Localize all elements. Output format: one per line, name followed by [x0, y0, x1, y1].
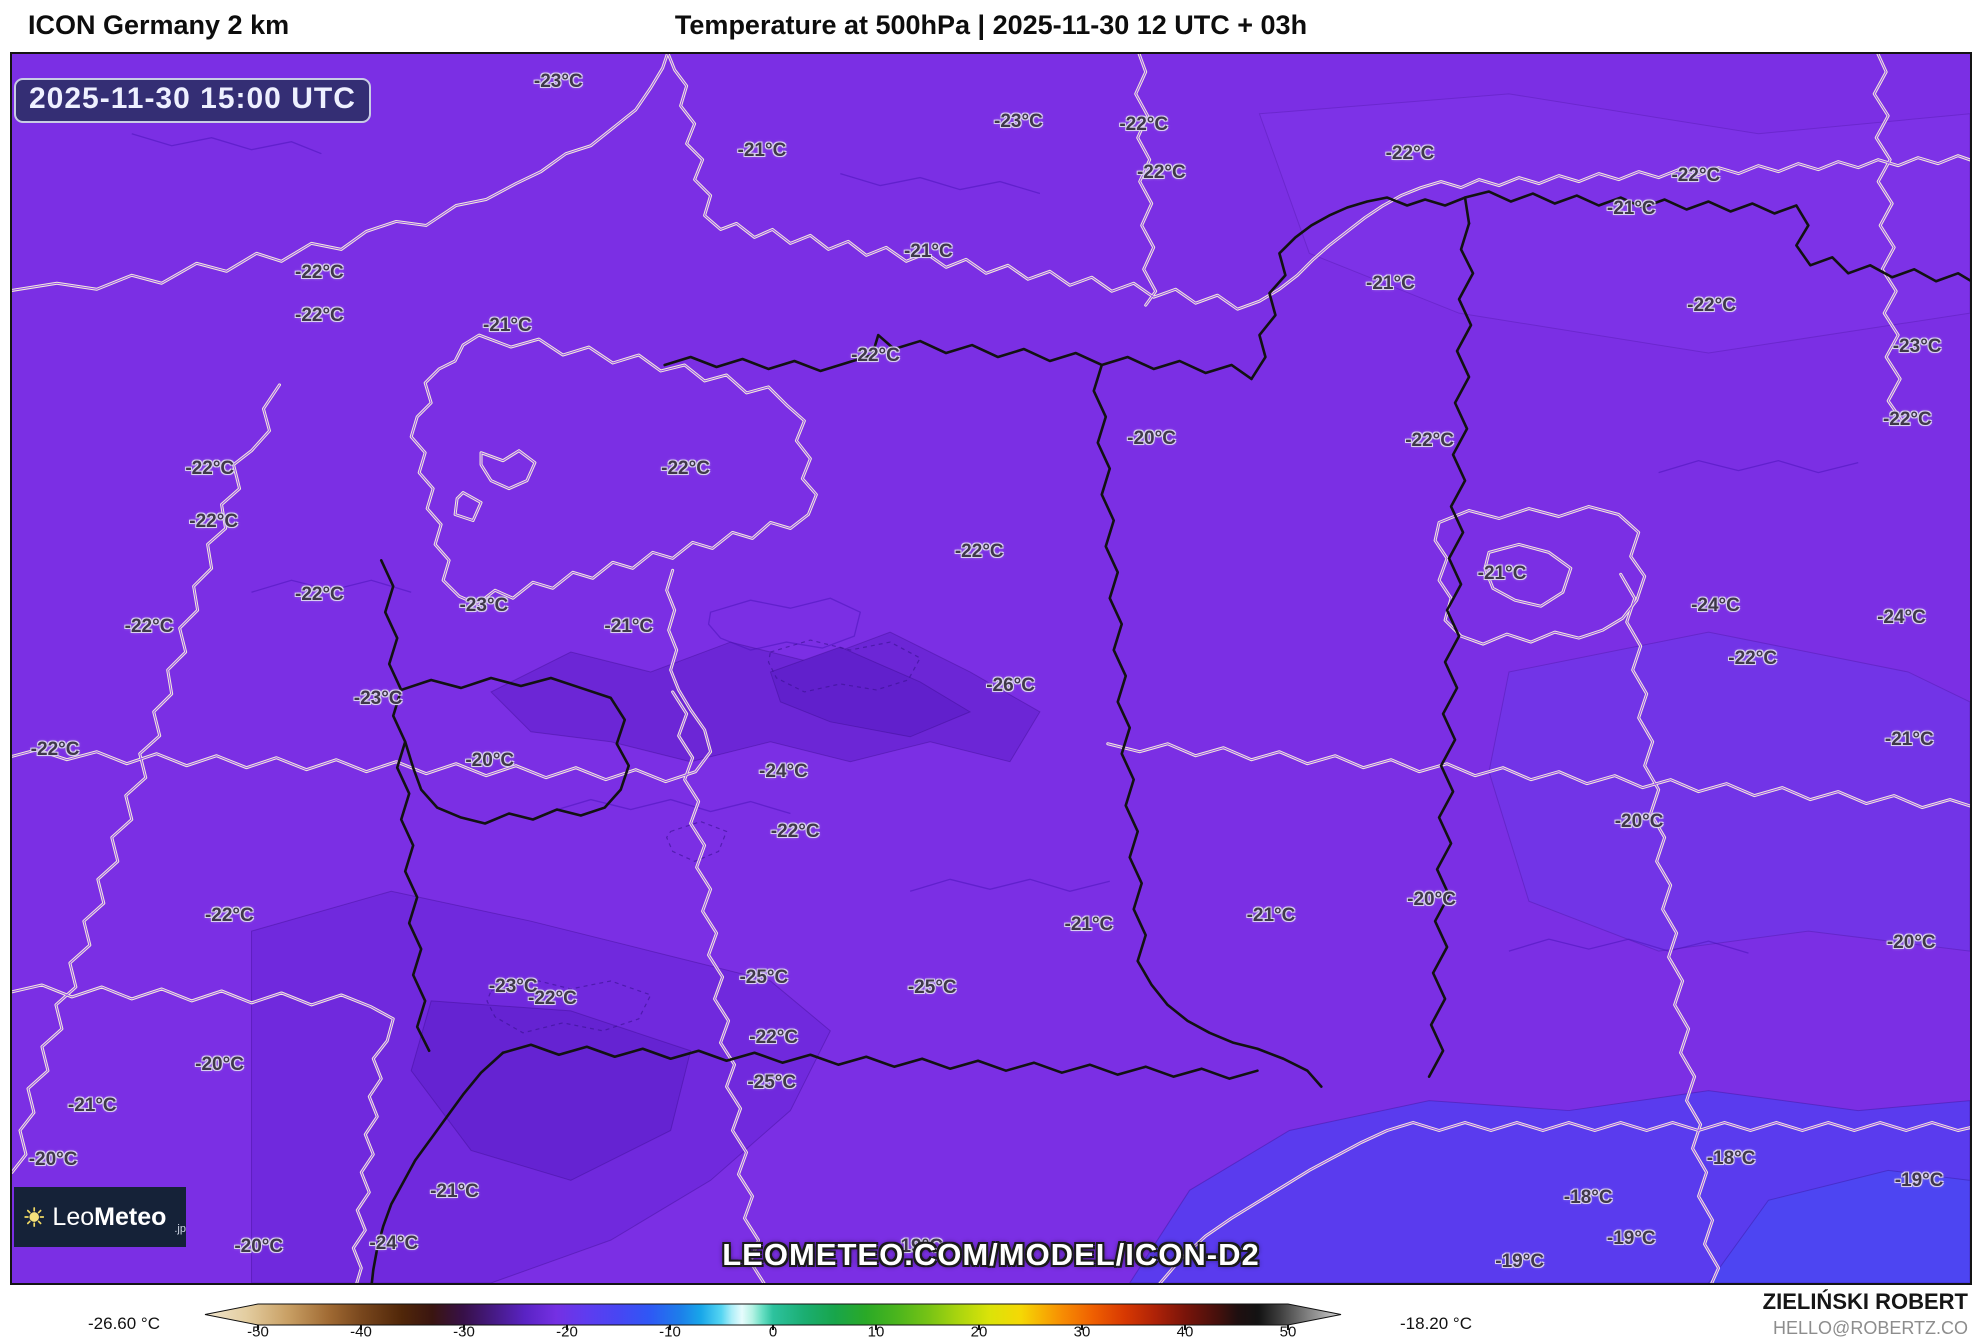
svg-text:-30: -30	[453, 1324, 475, 1339]
svg-text:20: 20	[971, 1324, 988, 1339]
temp-label: -24°C	[369, 1232, 419, 1254]
temp-label: -25°C	[747, 1071, 797, 1093]
temp-label: -21°C	[1064, 914, 1114, 936]
temp-label: -21°C	[482, 314, 532, 336]
site-watermark: LEOMETEO.COM/MODEL/ICON-D2	[722, 1237, 1260, 1272]
temp-label: -20°C	[465, 749, 515, 771]
temp-label: -22°C	[770, 820, 820, 842]
weather-map: -23°C -21°C -23°C -22°C -22°C -22°C -22°C -21°C…	[10, 52, 1972, 1285]
temp-label: -22°C	[295, 583, 344, 605]
temp-label: -21°C	[903, 240, 953, 262]
model-label: ICON Germany 2 km	[28, 10, 290, 40]
temp-label: -24°C	[759, 760, 808, 782]
temp-label: -22°C	[954, 540, 1004, 562]
temp-label: -21°C	[1884, 728, 1934, 750]
svg-text:10: 10	[868, 1324, 885, 1339]
temp-label: -21°C	[1246, 904, 1296, 926]
svg-text:-10: -10	[659, 1324, 681, 1339]
temp-label: -23°C	[353, 688, 403, 710]
temp-label: -20°C	[28, 1149, 78, 1171]
temp-label: -20°C	[1127, 427, 1176, 449]
temp-label: -21°C	[1477, 562, 1527, 584]
temp-label: -24°C	[1877, 607, 1926, 629]
temp-label: -24°C	[1691, 594, 1740, 616]
temp-label: -22°C	[1136, 162, 1186, 184]
country-borders	[370, 190, 1970, 1283]
author-contact: HELLO@ROBERTZ.CO	[1773, 1318, 1968, 1338]
temp-label: -22°C	[1671, 164, 1721, 186]
temp-label: -22°C	[124, 615, 174, 637]
temp-label: -23°C	[488, 975, 538, 997]
temp-label: -22°C	[1687, 294, 1736, 316]
svg-text:40: 40	[1177, 1324, 1194, 1339]
temp-label: -22°C	[185, 458, 235, 480]
temp-label: -20°C	[234, 1236, 284, 1258]
temp-label: -18°C	[1563, 1187, 1613, 1209]
svg-text:-50: -50	[247, 1324, 269, 1339]
temp-label: -25°C	[907, 977, 957, 999]
temp-label: -22°C	[1385, 142, 1435, 164]
author-name: ZIELIŃSKI ROBERT	[1762, 1289, 1968, 1314]
temp-label: -22°C	[1405, 430, 1454, 452]
temp-label: -23°C	[994, 110, 1043, 132]
credits: ZIELIŃSKI ROBERT HELLO@ROBERTZ.CO	[1763, 1289, 1968, 1339]
temp-label: -18°C	[1706, 1147, 1756, 1169]
logo-wordmark: LeoMeteo	[52, 1202, 167, 1231]
temp-label: -19°C	[1495, 1251, 1545, 1273]
temp-label: -26°C	[986, 674, 1035, 696]
temp-labels: -23°C -21°C -23°C -22°C -22°C -22°C -22°C -21°C…	[12, 54, 1970, 1283]
temp-label: -22°C	[1119, 114, 1169, 136]
header-bar: ICON Germany 2 km Temperature at 500hPa …	[0, 0, 1982, 52]
temp-label: -21°C	[1366, 272, 1415, 294]
sun-icon	[24, 1207, 45, 1227]
temp-label: -21°C	[1606, 197, 1656, 219]
timestamp-badge: 2025-11-30 15:00 UTC	[14, 78, 371, 123]
temp-label: -20°C	[195, 1054, 244, 1076]
isotherm-contours	[131, 133, 1859, 1034]
temperature-patches	[251, 93, 1970, 1283]
temp-label: -22°C	[189, 511, 239, 533]
colorbar: -50 -40 -30 -20 -10 0 10 20 30 40 50	[204, 1303, 1342, 1339]
temp-label: -23°C	[1892, 335, 1942, 357]
temp-label: -22°C	[204, 904, 254, 926]
svg-text:50: 50	[1280, 1324, 1297, 1339]
temp-label: -20°C	[1614, 811, 1664, 833]
temp-label: -20°C	[1407, 888, 1456, 910]
temp-label: -19°C	[1606, 1227, 1656, 1249]
temp-label: -22°C	[30, 738, 80, 760]
colorbar-gradient	[204, 1303, 1342, 1326]
temp-label: -19°C	[1894, 1169, 1944, 1191]
temp-label: -23°C	[533, 71, 583, 93]
colorbar-max-label: -18.20 °C	[1400, 1314, 1473, 1333]
temp-label: -21°C	[430, 1181, 479, 1203]
temp-label: -22°C	[295, 304, 344, 326]
temp-label: -21°C	[604, 615, 654, 637]
temp-label: -19°C	[894, 1236, 943, 1258]
temp-label: -22°C	[661, 458, 710, 480]
map-graphic	[12, 54, 1970, 1283]
temp-label: -20°C	[1886, 931, 1936, 953]
colorbar-min-label: -26.60 °C	[88, 1314, 161, 1333]
svg-text:0: 0	[769, 1324, 777, 1339]
svg-text:-40: -40	[350, 1324, 372, 1339]
page-title: Temperature at 500hPa | 2025-11-30 12 UT…	[674, 10, 1308, 40]
svg-text:-20: -20	[556, 1324, 578, 1339]
temp-label: -22°C	[851, 345, 900, 367]
temp-label: -25°C	[739, 967, 789, 989]
leometeo-logo: LeoMeteo .jp	[14, 1187, 186, 1247]
temp-label: -21°C	[67, 1095, 117, 1117]
colorbar-ticks: -50 -40 -30 -20 -10 0 10 20 30 40 50	[247, 1324, 1296, 1339]
temp-label: -22°C	[295, 261, 344, 283]
logo-tld: .jp	[174, 1223, 186, 1235]
temp-label: -21°C	[737, 140, 787, 162]
temp-label: -22°C	[528, 988, 577, 1010]
footer-bar: -50 -40 -30 -20 -10 0 10 20 30 40 50 -26.60 °C -18…	[0, 1288, 1982, 1338]
temp-label: -22°C	[1882, 409, 1932, 431]
temp-label: -22°C	[1728, 647, 1778, 669]
temp-label: -23°C	[459, 594, 509, 616]
svg-text:30: 30	[1074, 1324, 1091, 1339]
temp-label: -22°C	[749, 1027, 799, 1049]
